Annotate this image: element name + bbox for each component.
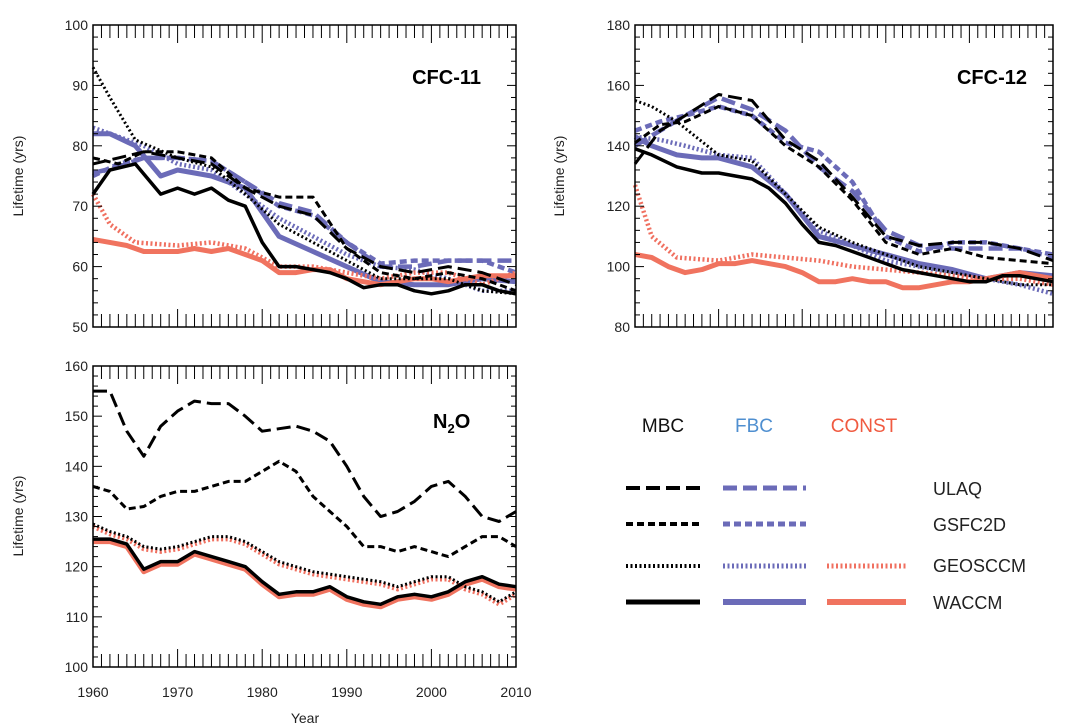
series-geosccm-mbc-cfc11 [91, 66, 517, 296]
series-gsfc2d-mbc-cfc12 [634, 105, 1054, 266]
series-gsfc2d-mbc-cfc11 [92, 150, 517, 293]
ylabel-cfc11: Lifetime (yrs) [10, 136, 26, 217]
panel-title-n2o: N2O [433, 411, 470, 436]
series-waccm-mbc-cfc12 [634, 147, 1054, 284]
x-tick-label-n2o: 1990 [331, 684, 362, 700]
x-tick-label-n2o: 1980 [247, 684, 278, 700]
series-geosccm-fbc-cfc11 [92, 125, 516, 294]
series-gsfc2d-mbc-n2o [92, 459, 517, 559]
xlabel-year: Year [291, 710, 320, 726]
y-tick-label-cfc12: 100 [607, 259, 631, 275]
series-waccm-const-n2o [93, 539, 517, 610]
y-tick-label-cfc11: 60 [72, 259, 88, 275]
legend-label-ulaq: ULAQ [933, 479, 982, 499]
panel-title-cfc12: CFC-12 [957, 67, 1027, 89]
y-tick-label-cfc12: 180 [607, 17, 631, 33]
series-ulaq-mbc-cfc12 [633, 93, 1054, 263]
legend-label-geosccm: GEOSCCM [933, 556, 1026, 576]
x-tick-label-n2o: 1960 [77, 684, 108, 700]
panel-cfc12: 80 100 120 140 160 180 [607, 17, 1054, 335]
series-waccm-const-cfc11 [92, 236, 516, 288]
series-geosccm-mbc-n2o [92, 522, 517, 604]
legend-header-mbc: MBC [642, 416, 684, 437]
ylabel-cfc12: Lifetime (yrs) [551, 136, 567, 217]
y-tick-label-cfc11: 80 [72, 138, 88, 154]
y-tick-label-cfc11: 70 [72, 198, 88, 214]
x-tick-label-n2o: 2000 [416, 684, 447, 700]
plot-frame-n2o [92, 365, 517, 668]
series-geosccm-mbc-cfc12 [634, 99, 1053, 287]
y-tick-label-cfc11: 100 [65, 17, 89, 33]
series-waccm-mbc-cfc11 [91, 162, 517, 296]
series-ulaq-fbc-cfc12 [633, 95, 1054, 260]
panel-n2o: 100 110 120 130 140 150 160 1960 1970 1980 1990 200… [65, 358, 532, 700]
y-tick-label-cfc12: 120 [607, 198, 631, 214]
y-tick-label-cfc12: 160 [607, 77, 631, 93]
y-tick-label-n2o: 100 [65, 659, 89, 675]
series-geosccm-const-n2o [92, 524, 518, 607]
x-tick-label-n2o: 1970 [162, 684, 193, 700]
y-tick-label-n2o: 110 [66, 609, 89, 625]
series-ulaq-mbc-n2o [93, 389, 517, 523]
y-tick-label-cfc12: 80 [614, 319, 630, 335]
y-tick-label-cfc12: 140 [607, 138, 631, 154]
legend: MBC FBC CONST ULAQ GSFC2D GEOSCCM WACCM [626, 416, 1026, 613]
panel-title-cfc11: CFC-11 [412, 67, 481, 89]
y-tick-label-n2o: 160 [65, 358, 89, 374]
series-gsfc2d-fbc-cfc11 [92, 155, 517, 275]
panel-cfc11: 50 60 70 80 90 100 [65, 17, 517, 335]
series-gsfc2d-fbc-cfc12 [634, 104, 1054, 257]
y-tick-label-cfc11: 90 [72, 77, 88, 93]
x-tick-label-n2o: 2010 [500, 684, 531, 700]
series-waccm-const-cfc12 [634, 252, 1054, 291]
y-tick-label-n2o: 120 [65, 559, 89, 575]
y-tick-label-n2o: 130 [65, 509, 89, 525]
legend-header-const: CONST [831, 416, 898, 437]
series-waccm-mbc-n2o [93, 537, 517, 607]
legend-label-waccm: WACCM [933, 593, 1002, 613]
legend-header-fbc: FBC [735, 416, 773, 437]
series-ulaq-mbc-cfc11 [92, 150, 517, 287]
y-tick-label-cfc11: 50 [72, 319, 88, 335]
ylabel-n2o: Lifetime (yrs) [10, 476, 26, 557]
series-waccm-fbc-cfc11 [93, 131, 517, 288]
series-ulaq-fbc-cfc11 [92, 155, 516, 269]
legend-label-gsfc2d: GSFC2D [933, 515, 1006, 535]
series-geosccm-const-cfc11 [91, 193, 517, 287]
y-tick-label-n2o: 140 [65, 458, 89, 474]
y-tick-label-n2o: 150 [65, 408, 89, 424]
panels: 5060708090100801001201401601801001101201… [65, 17, 1054, 700]
